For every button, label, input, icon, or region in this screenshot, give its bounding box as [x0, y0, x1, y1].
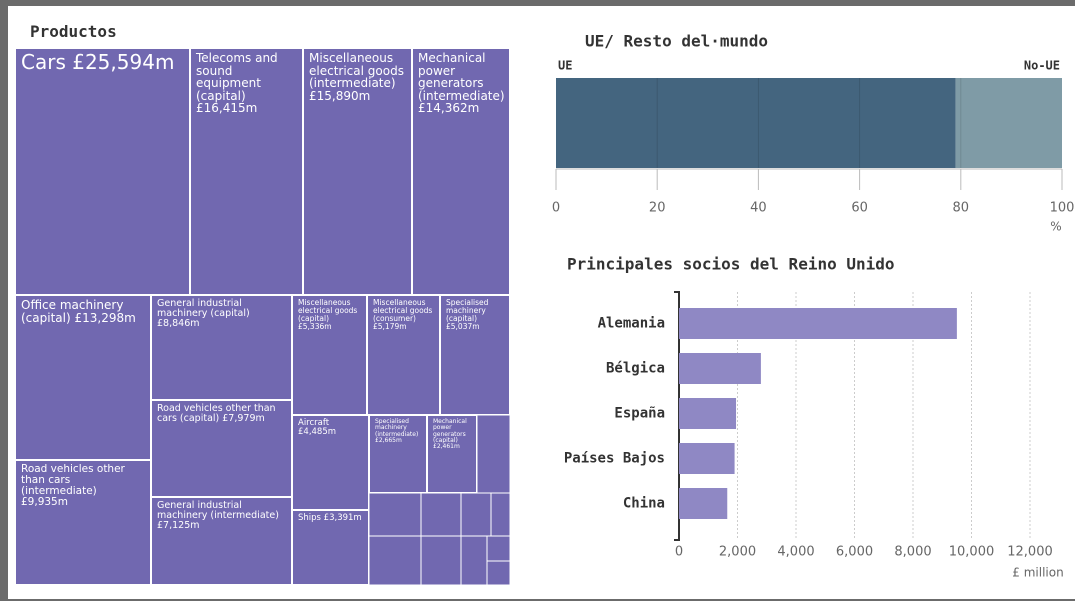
- tile-value: £13,298m: [74, 310, 136, 325]
- x-axis-label: £ million: [1012, 566, 1063, 580]
- tile-label: Office machinery (capital): [21, 298, 124, 325]
- tile-value: £2,665m: [375, 436, 402, 444]
- tile-value: £7,125m: [157, 519, 200, 531]
- tile-label: Mechanical power generators (intermediat…: [418, 51, 505, 103]
- x-tick-label: 60: [851, 201, 868, 216]
- tile: [476, 414, 511, 494]
- bar: [679, 443, 735, 474]
- tile: [460, 492, 492, 537]
- y-axis: [674, 291, 680, 541]
- tile: [368, 492, 422, 537]
- tile-label: Telecoms and sound equipment (capital): [196, 51, 278, 103]
- small-tiles: [368, 414, 511, 586]
- x-tick-label: 6,000: [836, 545, 873, 560]
- tile-label: Ships: [298, 513, 321, 523]
- tile-value: £7,979m: [222, 412, 265, 424]
- x-tick-label: 2,000: [719, 545, 756, 560]
- tile-value: £5,179m: [373, 321, 407, 331]
- y-tick-label: Países Bajos: [564, 451, 665, 467]
- tile: General industrial machinery (intermedia…: [151, 497, 292, 585]
- tile-value: £16,415m: [196, 101, 258, 116]
- tile-value: £25,594m: [72, 50, 175, 74]
- x-tick-label: 80: [953, 201, 970, 216]
- chart-title: Principales socios del Reino Unido: [567, 255, 895, 274]
- tile-label: Miscellaneous electrical goods (capital): [298, 298, 358, 323]
- tile-value: £4,485m: [298, 426, 337, 437]
- y-tick-label: Alemania: [598, 316, 665, 332]
- y-tick-label: España: [614, 406, 665, 422]
- x-tick-label: 12,000: [1007, 545, 1053, 560]
- tile: Aircraft £4,485m: [292, 415, 369, 510]
- tile-label: Road vehicles other than cars (intermedi…: [21, 463, 125, 498]
- tile-label: Road vehicles other than cars (capital): [157, 403, 276, 424]
- bar: [679, 353, 761, 384]
- tile: Miscellaneous electrical goods (capital)…: [292, 295, 367, 415]
- bar: [679, 398, 737, 429]
- x-tick-label: 40: [750, 201, 767, 216]
- x-tick-label: 10,000: [949, 545, 995, 560]
- tile: [460, 535, 488, 586]
- tile: General industrial machinery (capital) £…: [151, 295, 292, 400]
- x-tick-label: 0: [675, 545, 683, 560]
- tile: [368, 535, 422, 586]
- tile-label: Miscellaneous electrical goods (intermed…: [309, 51, 404, 91]
- x-axis-label: %: [1050, 220, 1061, 234]
- tile-value: £5,336m: [298, 321, 332, 331]
- tile: [420, 535, 462, 586]
- tile-label: Mechanical power generators (capital): [433, 418, 467, 444]
- x-tick-label: 4,000: [777, 545, 814, 560]
- tile-label: Specialised machinery (capital): [446, 298, 489, 323]
- tile: [486, 535, 511, 562]
- tile: Specialised machinery (intermediate) £2,…: [369, 415, 427, 493]
- bar-segment: [556, 78, 956, 168]
- x-tick-label: 100: [1050, 201, 1075, 216]
- tile: [490, 492, 511, 537]
- tile: [420, 492, 462, 537]
- tile: Miscellaneous electrical goods (consumer…: [367, 295, 440, 415]
- tile: [486, 560, 511, 586]
- tile: Specialised machinery (capital) £5,037m: [440, 295, 510, 415]
- tile: Miscellaneous electrical goods (intermed…: [303, 48, 412, 295]
- y-tick-label: China: [623, 496, 665, 512]
- legend-label: UE: [558, 59, 572, 73]
- tile-value: £5,037m: [446, 321, 480, 331]
- legend-label: No-UE: [1024, 59, 1060, 73]
- tile: Mechanical power generators (capital) £2…: [427, 415, 477, 493]
- tile: Office machinery (capital) £13,298m: [15, 295, 151, 460]
- treemap-title: Productos: [30, 22, 117, 41]
- tile-value: £15,890m: [309, 88, 371, 103]
- tile-value: £3,391m: [323, 513, 362, 523]
- tile-value: £2,461m: [433, 443, 460, 451]
- tile-label: General industrial machinery (intermedia…: [157, 500, 279, 521]
- x-tick-label: 20: [649, 201, 666, 216]
- tile: Cars £25,594m: [15, 48, 190, 295]
- x-tick-label: 8,000: [894, 545, 931, 560]
- chart-title: UE/ Resto del·mundo: [585, 32, 768, 51]
- tile-label: Miscellaneous electrical goods (consumer…: [373, 298, 433, 323]
- tile: Telecoms and sound equipment (capital) £…: [190, 48, 303, 295]
- bar: [679, 308, 957, 339]
- tile: Road vehicles other than cars (intermedi…: [15, 460, 151, 585]
- tile: Mechanical power generators (intermediat…: [412, 48, 510, 295]
- x-tick-label: 0: [552, 201, 560, 216]
- tile-label: Aircraft: [298, 418, 330, 428]
- tile-label: Cars: [21, 50, 66, 74]
- y-tick-label: Bélgica: [606, 361, 665, 377]
- tile-label: Specialised machinery (intermediate): [375, 418, 419, 438]
- bar-segment: [955, 78, 1062, 168]
- tile: Road vehicles other than cars (capital) …: [151, 400, 292, 497]
- tile-value: £14,362m: [418, 101, 480, 116]
- tile-value: £8,846m: [157, 317, 200, 329]
- bar: [679, 488, 728, 519]
- tile-label: General industrial machinery (capital): [157, 298, 250, 319]
- tile-value: £9,935m: [21, 496, 68, 509]
